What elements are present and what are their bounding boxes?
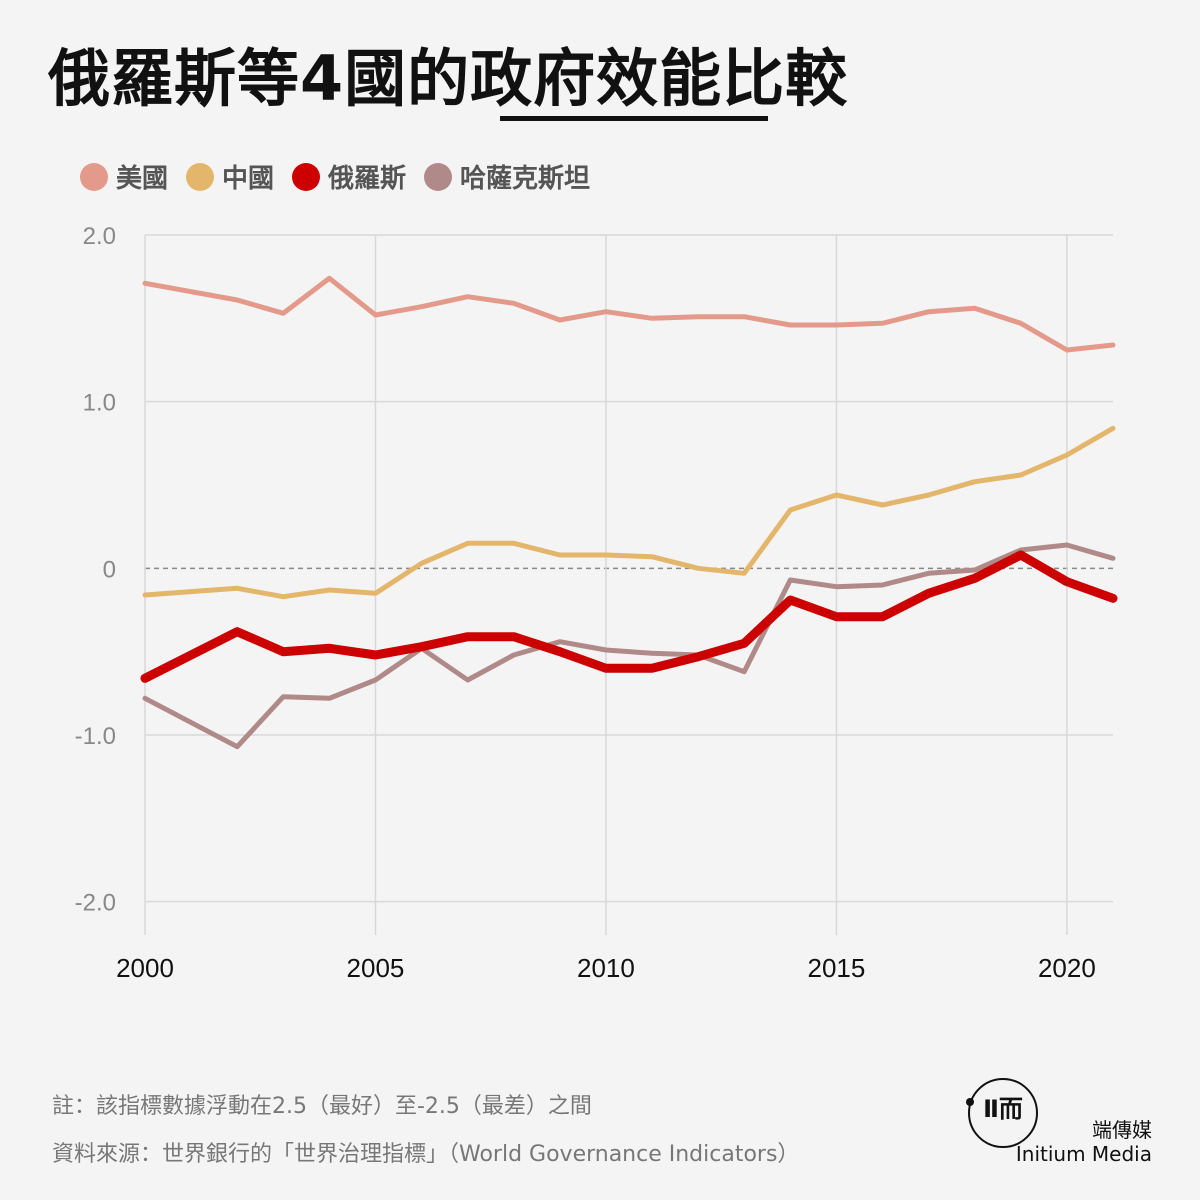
legend-dot-china bbox=[186, 162, 215, 191]
y-tick-label: -2.0 bbox=[75, 890, 116, 917]
page-title: 俄羅斯等4國的政府效能比較 bbox=[48, 42, 849, 115]
x-tick-label: 2015 bbox=[808, 953, 866, 983]
x-tick-label: 2020 bbox=[1038, 953, 1096, 983]
brand-name-chinese: 端傳媒 bbox=[1092, 1118, 1152, 1142]
x-tick-label: 2010 bbox=[577, 953, 635, 983]
footer-note: 註：該指標數據浮動在2.5（最好）至-2.5（最差）之間 bbox=[52, 1094, 592, 1119]
legend-dot-usa bbox=[80, 162, 108, 191]
title-underline bbox=[500, 116, 768, 121]
initium-logo: Ⅱ而 bbox=[966, 1078, 1038, 1148]
y-tick-label: 2.0 bbox=[83, 223, 116, 250]
chart-legend: 美國 中國 俄羅斯 哈薩克斯坦 bbox=[80, 158, 590, 195]
y-tick-label: 0 bbox=[103, 556, 116, 583]
line-chart: 2.0 1.0 0 -1.0 -2.0 2000 2005 2010 2015 2020 bbox=[75, 223, 1118, 983]
footer-source: 資料來源：世界銀行的「世界治理指標」（World Governance Indi… bbox=[52, 1142, 800, 1167]
series-line-1 bbox=[142, 425, 1116, 600]
brand-name-english: Initium Media bbox=[1015, 1142, 1152, 1166]
x-tick-label: 2000 bbox=[116, 953, 174, 983]
x-tick-label: 2005 bbox=[347, 953, 405, 983]
legend-item-china: 中國 bbox=[186, 158, 274, 195]
y-tick-label: 1.0 bbox=[83, 390, 116, 417]
legend-dot-kazakhstan bbox=[424, 162, 453, 191]
legend-label-russia: 俄羅斯 bbox=[328, 164, 407, 194]
legend-label-usa: 美國 bbox=[116, 164, 169, 194]
series-line-2 bbox=[140, 550, 1118, 683]
legend-label-kazakhstan: 哈薩克斯坦 bbox=[460, 164, 591, 194]
y-tick-label: -1.0 bbox=[75, 723, 116, 750]
logo-dot bbox=[966, 1098, 974, 1106]
series-line-3 bbox=[142, 542, 1116, 750]
legend-dot-russia bbox=[292, 162, 321, 191]
legend-item-kazakhstan: 哈薩克斯坦 bbox=[424, 158, 590, 195]
series-line-0 bbox=[142, 275, 1116, 353]
legend-item-usa: 美國 bbox=[80, 158, 168, 195]
logo-mark: Ⅱ而 bbox=[983, 1095, 1023, 1123]
legend-label-china: 中國 bbox=[222, 164, 275, 194]
legend-item-russia: 俄羅斯 bbox=[292, 158, 406, 195]
